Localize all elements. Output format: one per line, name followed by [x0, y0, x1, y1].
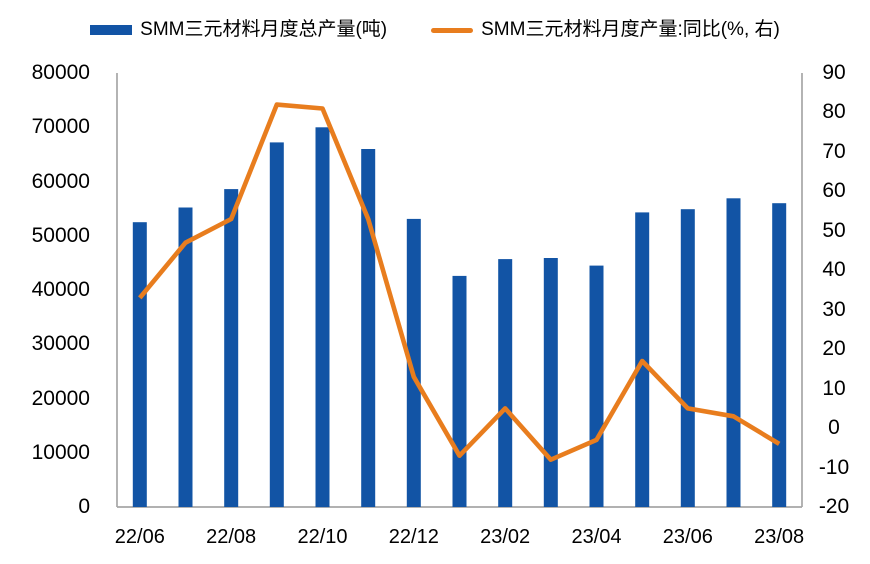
- legend-label-yoy: SMM三元材料月度产量:同比(%, 右): [481, 19, 780, 40]
- bar-22/12: [406, 218, 421, 507]
- bar-23/07: [726, 198, 741, 508]
- left-tick-50000: 50000: [31, 223, 90, 247]
- right-tick--10: -10: [818, 455, 850, 479]
- legend-item-monthly-output: SMM三元材料月度总产量(吨): [90, 17, 387, 43]
- legend: SMM三元材料月度总产量(吨) SMM三元材料月度产量:同比(%, 右): [0, 17, 870, 43]
- left-tick-30000: 30000: [31, 332, 90, 356]
- x-tick-22/08: 22/08: [206, 526, 257, 548]
- right-tick-90: 90: [822, 61, 846, 84]
- legend-item-yoy: SMM三元材料月度产量:同比(%, 右): [431, 17, 780, 43]
- bar-22/10: [315, 127, 330, 508]
- right-tick--20: -20: [818, 495, 850, 518]
- bar-22/06: [132, 222, 147, 507]
- x-tick-23/04: 23/04: [571, 526, 622, 548]
- x-tick-23/08: 23/08: [754, 526, 805, 548]
- left-tick-20000: 20000: [31, 386, 90, 410]
- bar-23/08: [772, 203, 787, 507]
- right-tick-30: 30: [822, 297, 846, 321]
- bar-22/07: [178, 207, 193, 507]
- x-tick-23/02: 23/02: [480, 526, 531, 548]
- left-tick-80000: 80000: [31, 61, 90, 84]
- bar-23/06: [680, 209, 695, 507]
- right-tick-10: 10: [822, 376, 846, 400]
- bar-23/01: [452, 275, 467, 507]
- left-tick-70000: 70000: [31, 115, 90, 139]
- legend-line-swatch-icon: [431, 27, 474, 33]
- left-tick-40000: 40000: [31, 278, 90, 301]
- left-tick-60000: 60000: [31, 169, 90, 193]
- left-tick-0: 0: [78, 495, 90, 518]
- right-tick-60: 60: [822, 179, 846, 203]
- bar-23/04: [589, 265, 604, 507]
- right-tick-70: 70: [822, 139, 846, 163]
- x-tick-22/10: 22/10: [297, 526, 348, 548]
- bar-23/03: [543, 258, 558, 507]
- right-tick-0: 0: [828, 416, 840, 440]
- right-tick-80: 80: [822, 100, 846, 124]
- x-tick-22/12: 22/12: [388, 526, 439, 548]
- x-tick-23/06: 23/06: [662, 526, 713, 548]
- x-tick-22/06: 22/06: [114, 526, 165, 548]
- bar-22/09: [269, 142, 284, 507]
- yoy-line: [138, 102, 781, 463]
- left-tick-10000: 10000: [31, 440, 90, 464]
- right-tick-20: 20: [822, 337, 846, 361]
- right-tick-40: 40: [822, 258, 846, 282]
- legend-label-monthly-output: SMM三元材料月度总产量(吨): [140, 19, 388, 40]
- right-tick-50: 50: [822, 218, 846, 242]
- bar-22/08: [224, 189, 239, 507]
- bar-23/02: [498, 259, 513, 507]
- legend-bar-swatch-icon: [90, 25, 133, 35]
